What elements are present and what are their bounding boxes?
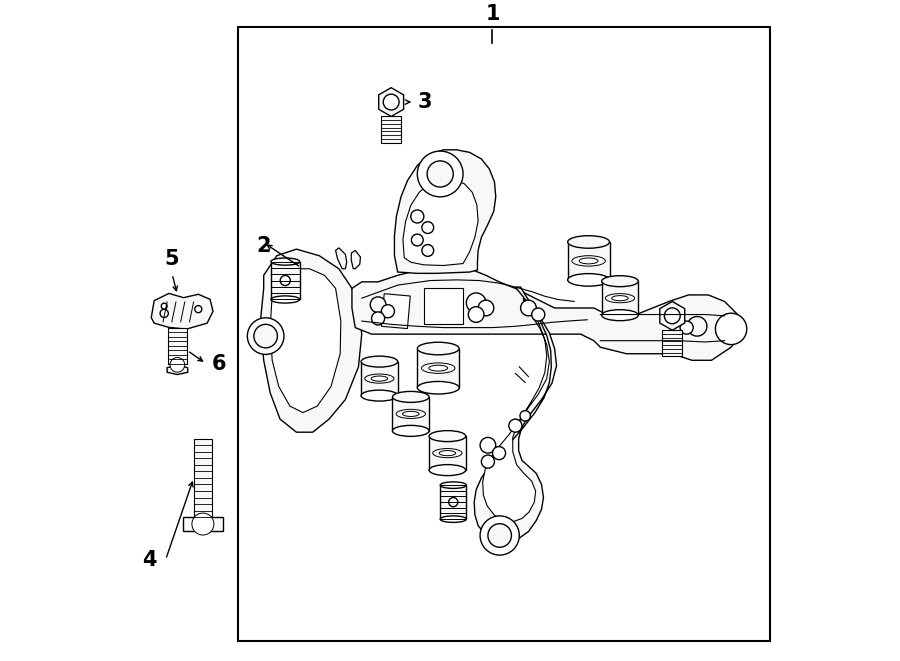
Circle shape bbox=[680, 321, 693, 334]
Circle shape bbox=[532, 308, 544, 321]
Circle shape bbox=[192, 513, 214, 535]
Bar bbox=[602, 281, 638, 315]
Circle shape bbox=[520, 410, 530, 421]
Circle shape bbox=[280, 276, 291, 286]
Polygon shape bbox=[474, 287, 556, 541]
Ellipse shape bbox=[418, 342, 459, 355]
Circle shape bbox=[428, 161, 454, 187]
Polygon shape bbox=[352, 269, 741, 360]
Polygon shape bbox=[482, 298, 549, 522]
Ellipse shape bbox=[364, 374, 394, 383]
Text: 4: 4 bbox=[142, 550, 157, 570]
Circle shape bbox=[160, 309, 168, 317]
Text: 3: 3 bbox=[418, 92, 432, 112]
Ellipse shape bbox=[602, 276, 638, 287]
Polygon shape bbox=[270, 269, 341, 412]
Bar bbox=[429, 436, 465, 470]
Circle shape bbox=[466, 293, 486, 313]
Circle shape bbox=[170, 358, 184, 372]
Circle shape bbox=[449, 498, 458, 507]
Circle shape bbox=[383, 94, 399, 110]
Circle shape bbox=[664, 308, 680, 324]
Circle shape bbox=[480, 438, 496, 453]
Bar bbox=[194, 439, 212, 517]
Bar bbox=[271, 262, 300, 299]
Circle shape bbox=[468, 307, 484, 323]
Ellipse shape bbox=[271, 258, 300, 265]
Ellipse shape bbox=[439, 451, 455, 455]
Ellipse shape bbox=[421, 363, 455, 373]
Circle shape bbox=[418, 151, 464, 197]
Ellipse shape bbox=[429, 465, 465, 476]
Ellipse shape bbox=[568, 274, 609, 286]
Ellipse shape bbox=[361, 356, 398, 367]
Bar bbox=[662, 330, 682, 356]
Circle shape bbox=[508, 419, 522, 432]
Polygon shape bbox=[660, 301, 685, 330]
Polygon shape bbox=[151, 293, 213, 329]
Circle shape bbox=[254, 325, 277, 348]
Circle shape bbox=[716, 313, 747, 344]
Circle shape bbox=[478, 300, 494, 316]
Circle shape bbox=[410, 210, 424, 223]
Ellipse shape bbox=[572, 256, 606, 266]
Ellipse shape bbox=[396, 409, 426, 418]
Polygon shape bbox=[351, 251, 360, 269]
Circle shape bbox=[492, 447, 506, 459]
Ellipse shape bbox=[440, 516, 466, 522]
Polygon shape bbox=[336, 248, 346, 269]
Circle shape bbox=[161, 303, 167, 309]
Ellipse shape bbox=[580, 258, 598, 264]
Circle shape bbox=[248, 318, 284, 354]
Ellipse shape bbox=[602, 310, 638, 321]
Ellipse shape bbox=[361, 390, 398, 401]
Bar bbox=[238, 27, 770, 641]
Ellipse shape bbox=[428, 366, 447, 371]
Ellipse shape bbox=[440, 482, 466, 488]
Circle shape bbox=[194, 305, 202, 313]
Circle shape bbox=[422, 221, 434, 233]
Bar bbox=[382, 293, 410, 329]
Bar bbox=[568, 242, 609, 280]
Polygon shape bbox=[167, 366, 188, 375]
Circle shape bbox=[520, 300, 536, 316]
Ellipse shape bbox=[429, 430, 465, 442]
Bar bbox=[183, 517, 223, 531]
Circle shape bbox=[372, 312, 384, 325]
Ellipse shape bbox=[433, 449, 462, 457]
Ellipse shape bbox=[392, 391, 429, 403]
Bar bbox=[381, 116, 401, 143]
Text: 5: 5 bbox=[165, 249, 179, 269]
Bar bbox=[392, 397, 429, 431]
Ellipse shape bbox=[392, 426, 429, 436]
Bar bbox=[424, 288, 464, 325]
Ellipse shape bbox=[402, 411, 419, 416]
Circle shape bbox=[480, 516, 519, 555]
Polygon shape bbox=[379, 88, 403, 116]
Circle shape bbox=[422, 245, 434, 256]
Circle shape bbox=[411, 234, 423, 246]
Circle shape bbox=[688, 317, 706, 336]
Ellipse shape bbox=[371, 376, 388, 381]
Text: 2: 2 bbox=[256, 236, 271, 256]
Ellipse shape bbox=[568, 236, 609, 249]
Bar bbox=[361, 362, 398, 395]
Polygon shape bbox=[260, 249, 362, 432]
Text: 6: 6 bbox=[212, 354, 226, 373]
Polygon shape bbox=[394, 150, 496, 274]
Ellipse shape bbox=[612, 295, 628, 301]
Ellipse shape bbox=[418, 381, 459, 394]
Text: 1: 1 bbox=[485, 3, 500, 24]
Circle shape bbox=[482, 455, 494, 468]
Ellipse shape bbox=[606, 293, 634, 303]
Polygon shape bbox=[403, 180, 478, 266]
Bar bbox=[168, 328, 186, 364]
Circle shape bbox=[488, 524, 511, 547]
Circle shape bbox=[370, 297, 386, 313]
Bar bbox=[440, 485, 466, 519]
Bar bbox=[418, 348, 459, 388]
Ellipse shape bbox=[271, 296, 300, 303]
Circle shape bbox=[382, 305, 394, 318]
